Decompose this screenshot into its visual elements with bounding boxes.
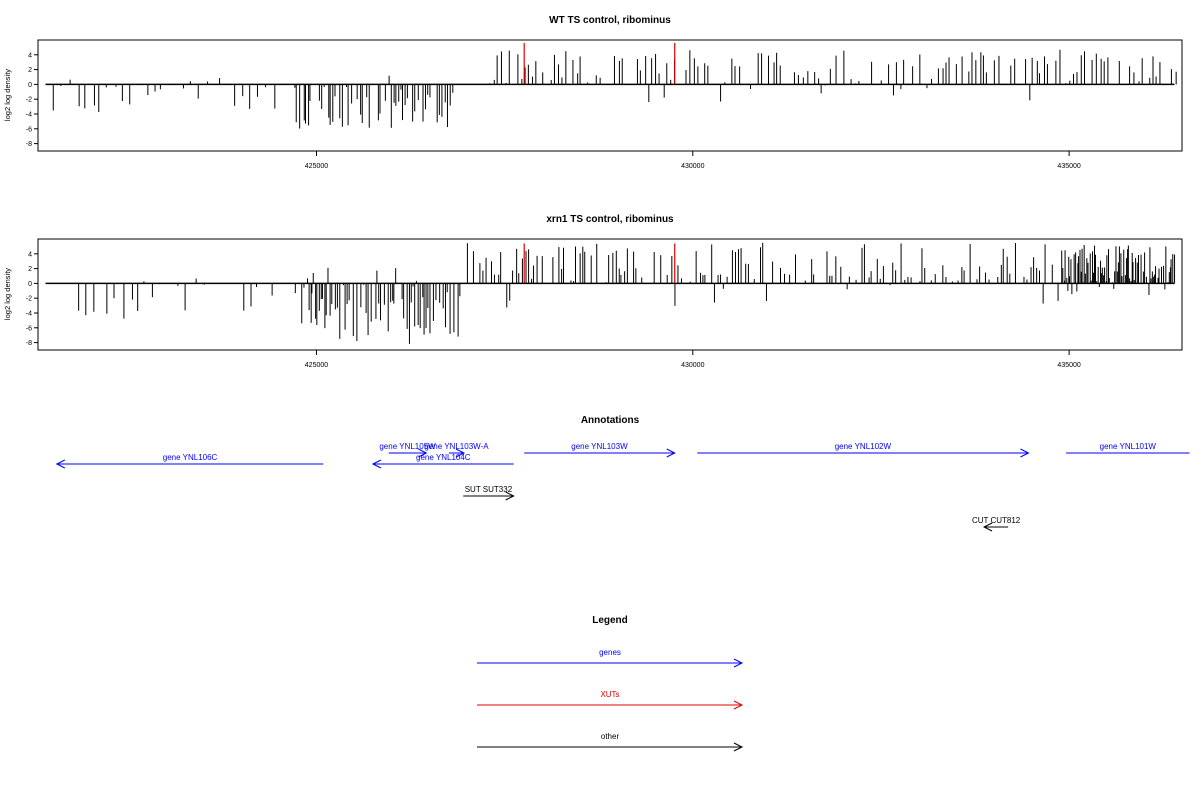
xrn1-y-tick-label: -6	[26, 325, 32, 332]
xrn1-plot-frame	[37, 238, 1183, 351]
xrn1-y-tick-label: -8	[26, 340, 32, 347]
annotation-arrowhead	[455, 448, 466, 458]
wt-y-tick-label: 0	[28, 82, 32, 89]
xrn1-y-axis-label: log2 log density	[3, 268, 12, 320]
legend-label: XUTs	[600, 690, 619, 699]
annotation-arrowhead	[666, 448, 676, 458]
annotation-arrowhead	[505, 491, 515, 501]
legend-arrowhead	[733, 700, 744, 710]
legend-item: other	[477, 732, 744, 752]
legend-arrowhead	[733, 658, 744, 668]
xrn1-x-tick-label: 430000	[681, 362, 704, 369]
xrn1-y-tick-label: 0	[28, 281, 32, 288]
xrn1-y-tick-label: 2	[28, 266, 32, 273]
annotation-label: gene YNL101W	[1100, 442, 1157, 451]
wt-panel: WT TS control, ribominus log2 log densit…	[3, 15, 1183, 170]
annotation-feature: gene YNL103W-A	[424, 442, 489, 458]
wt-y-tick-label: -8	[26, 141, 32, 148]
wt-y-axis-label: log2 log density	[3, 69, 12, 121]
xrn1-x-tick-label: 435000	[1057, 362, 1080, 369]
annotation-label: gene YNL106C	[163, 453, 218, 462]
annotation-arrowhead	[418, 448, 428, 458]
legend-item: XUTs	[477, 690, 744, 710]
xrn1-bars	[78, 242, 1176, 344]
annotation-feature: SUT SUT332	[463, 485, 515, 501]
legend-title: Legend	[592, 615, 628, 626]
xrn1-panel: xrn1 TS control, ribominus log2 log dens…	[3, 214, 1183, 369]
annotation-label: gene YNL102W	[835, 442, 892, 451]
legend-item: genes	[477, 648, 744, 668]
wt-x-tick-label: 425000	[305, 163, 328, 170]
legend-items: genes XUTs other	[477, 648, 744, 752]
wt-y-tick-label: 4	[28, 52, 32, 59]
annotation-feature: gene YNL101W	[1066, 442, 1190, 454]
annotation-label: gene YNL104C	[416, 453, 471, 462]
wt-x-ticks: 425000 430000 435000	[305, 151, 1081, 170]
annotation-feature: gene YNL104C	[371, 453, 514, 469]
wt-panel-title: WT TS control, ribominus	[549, 15, 671, 26]
wt-y-tick-label: -4	[26, 112, 32, 119]
annotation-feature: gene YNL106C	[55, 453, 324, 469]
wt-y-tick-label: -6	[26, 126, 32, 133]
annotation-label: CUT CUT812	[972, 516, 1021, 525]
annotation-label: gene YNL103W-A	[424, 442, 489, 451]
xrn1-y-tick-label: 4	[28, 251, 32, 258]
legend-label: other	[601, 732, 620, 741]
wt-bars	[52, 42, 1177, 129]
xrn1-y-ticks: -8 -6 -4 -2 0 2 4	[26, 251, 38, 347]
annotation-label: gene YNL105W	[379, 442, 436, 451]
wt-y-tick-label: -2	[26, 97, 32, 104]
annotation-label: gene YNL103W	[571, 442, 628, 451]
legend-label: genes	[599, 648, 621, 657]
annotation-arrowhead	[371, 459, 382, 469]
annotation-feature: CUT CUT812	[972, 516, 1021, 532]
xrn1-panel-title: xrn1 TS control, ribominus	[546, 214, 674, 225]
xrn1-y-tick-label: -4	[26, 311, 32, 318]
xrn1-y-tick-label: -2	[26, 296, 32, 303]
annotation-arrowhead	[982, 522, 993, 532]
legend: Legend genes XUTs other	[477, 615, 744, 752]
annotation-feature: gene YNL103W	[524, 442, 676, 458]
annotation-feature: gene YNL105W	[379, 442, 436, 458]
wt-y-tick-label: 2	[28, 67, 32, 74]
wt-x-tick-label: 430000	[681, 163, 704, 170]
wt-y-ticks: -8 -6 -4 -2 0 2 4	[26, 52, 38, 148]
annotation-label: SUT SUT332	[465, 485, 513, 494]
annotation-feature: gene YNL102W	[697, 442, 1030, 458]
legend-arrowhead	[733, 742, 744, 752]
annotation-arrowhead	[55, 459, 66, 469]
wt-plot-frame	[37, 39, 1183, 152]
annotation-arrowhead	[1020, 448, 1030, 458]
annotations-title: Annotations	[581, 415, 640, 426]
wt-x-tick-label: 435000	[1057, 163, 1080, 170]
xrn1-x-tick-label: 425000	[305, 362, 328, 369]
xrn1-x-ticks: 425000 430000 435000	[305, 350, 1081, 369]
